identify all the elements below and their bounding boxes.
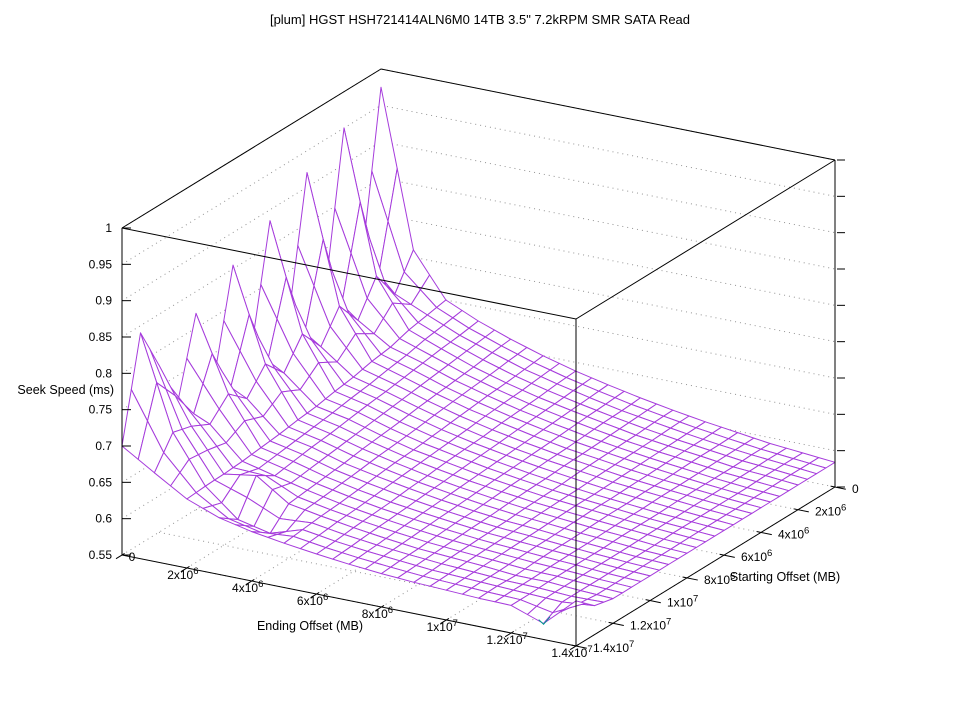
- z-tick-label: 1: [105, 221, 112, 235]
- y-tick-label: 2x106: [815, 503, 846, 519]
- x-tick-label: 1.4x107: [551, 644, 592, 660]
- y-axis-title: Starting Offset (MB): [729, 570, 841, 584]
- y-tick-label: 1.2x107: [630, 616, 671, 632]
- x-tick-label: 2x106: [167, 566, 198, 582]
- x-tick-label: 0: [129, 550, 136, 564]
- x-tick-label: 6x106: [297, 592, 328, 608]
- z-tick-label: 0.6: [95, 512, 112, 526]
- axis-ticks-and-labels: 0.55 0.6 0.65 0.7 0.75 0.8 0.85 0.9 0.95 1 0 2x106 4…: [89, 159, 859, 660]
- secondary-series-fragment: [538, 616, 551, 625]
- y-tick-label: 6x106: [741, 548, 772, 564]
- z-tick-label: 0.7: [95, 439, 112, 453]
- z-tick-label: 0.85: [89, 330, 113, 344]
- x-tick-label: 1x107: [427, 618, 458, 634]
- z-tick-label: 0.8: [95, 366, 112, 380]
- x-tick-label: 8x106: [362, 605, 393, 621]
- y-tick-label: 1.4x107: [593, 639, 634, 655]
- x-axis-title: Ending Offset (MB): [256, 619, 364, 633]
- chart-title: [plum] HGST HSH721414ALN6M0 14TB 3.5" 7.…: [269, 12, 691, 27]
- box-rear-edges: [121, 68, 836, 229]
- z-tick-label: 0.75: [89, 403, 113, 417]
- y-tick-label: 1x107: [667, 594, 698, 610]
- x-tick-label: 4x106: [232, 579, 263, 595]
- surface-mesh: [121, 86, 836, 624]
- x-tick-label: 1.2x107: [486, 631, 527, 647]
- z-axis-title: Seek Speed (ms): [17, 383, 114, 397]
- z-tick-label: 0.95: [89, 257, 113, 271]
- z-tick-label: 0.55: [89, 548, 113, 562]
- y-tick-label: 8x106: [704, 571, 735, 587]
- z-tick-label: 0.65: [89, 475, 113, 489]
- y-tick-label: 4x106: [778, 525, 809, 541]
- z-tick-label: 0.9: [95, 294, 112, 308]
- y-tick-label: 0: [852, 482, 859, 496]
